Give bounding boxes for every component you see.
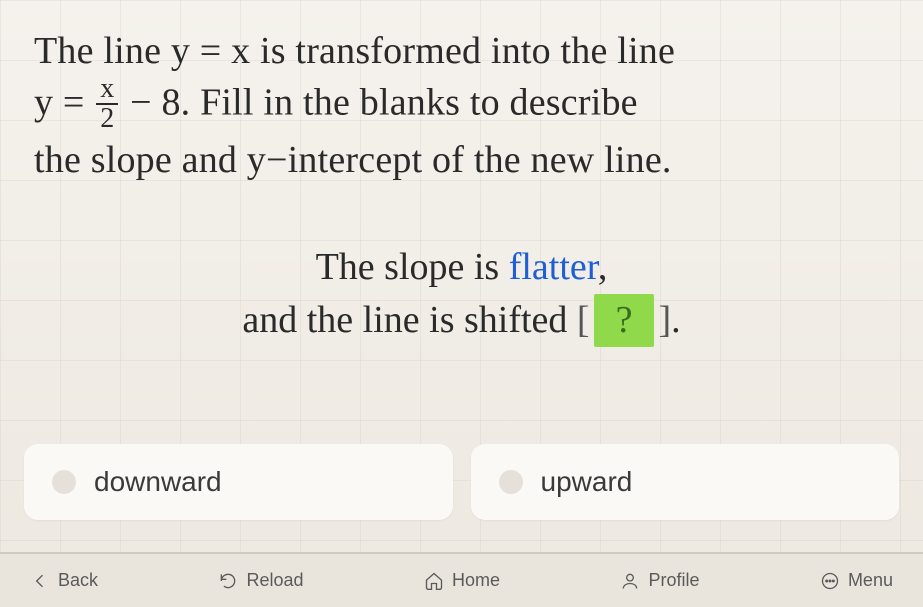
bottom-nav: Back Reload Home Profile Menu	[0, 552, 923, 607]
choice-label: downward	[94, 466, 222, 498]
answer-block: The slope is flatter, and the line is sh…	[34, 241, 889, 347]
nav-profile[interactable]: Profile	[620, 570, 699, 591]
nav-home[interactable]: Home	[424, 570, 500, 591]
choice-downward[interactable]: downward	[24, 444, 453, 520]
choice-upward[interactable]: upward	[471, 444, 900, 520]
fraction: x2	[96, 75, 118, 133]
nav-menu[interactable]: Menu	[820, 570, 893, 591]
choices-row: downward upward	[24, 444, 899, 520]
question-line-2: y = x2 − 8. Fill in the blanks to descri…	[34, 77, 889, 135]
choice-label: upward	[541, 466, 633, 498]
home-icon	[424, 571, 444, 591]
radio-icon	[499, 470, 523, 494]
nav-reload[interactable]: Reload	[218, 570, 303, 591]
question-line-1: The line y = x is transformed into the l…	[34, 26, 889, 77]
slope-word: flatter	[509, 246, 598, 288]
reload-icon	[218, 571, 238, 591]
answer-line-1: The slope is flatter,	[34, 241, 889, 294]
answer-blank[interactable]: ?	[594, 294, 655, 347]
radio-icon	[52, 470, 76, 494]
chevron-left-icon	[30, 571, 50, 591]
menu-icon	[820, 571, 840, 591]
question-line-3: the slope and y−intercept of the new lin…	[34, 135, 889, 186]
question-text: The line y = x is transformed into the l…	[34, 26, 889, 187]
question-area: The line y = x is transformed into the l…	[0, 0, 923, 347]
profile-icon	[620, 571, 640, 591]
nav-back[interactable]: Back	[30, 570, 98, 591]
answer-line-2: and the line is shifted [?].	[34, 294, 889, 347]
